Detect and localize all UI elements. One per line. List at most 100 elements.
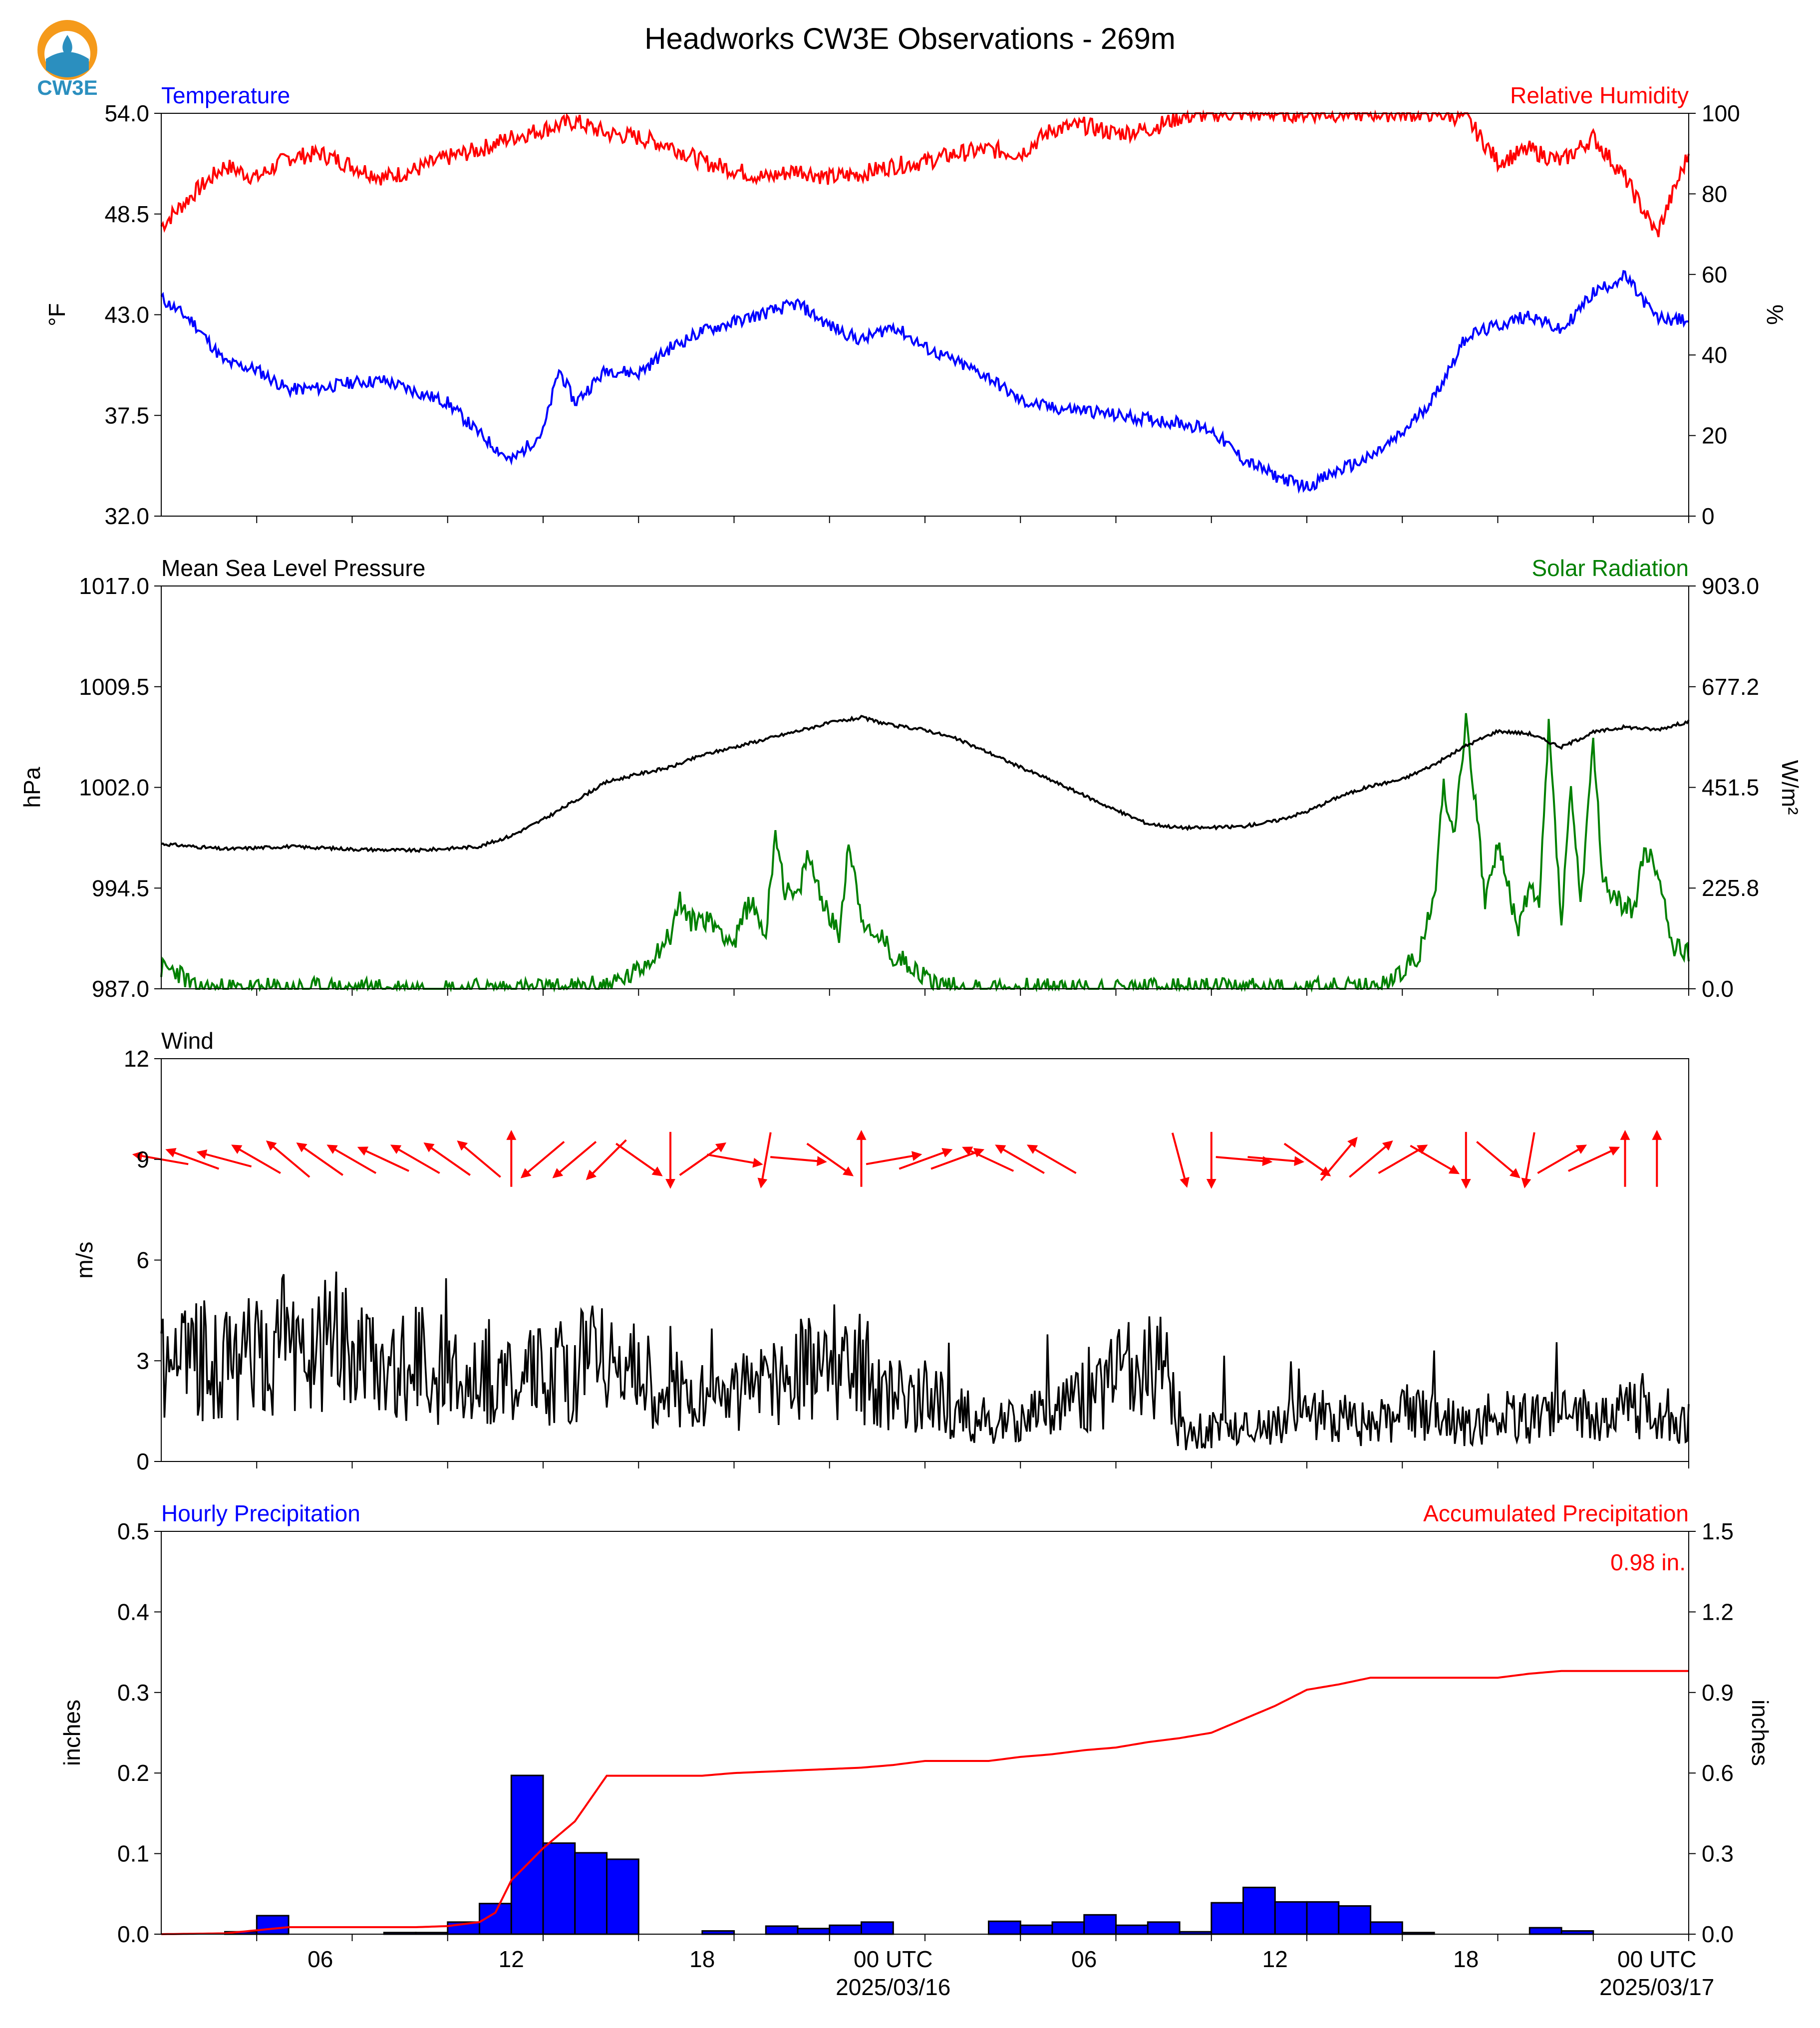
pres-ytick-label: 1017.0 [79, 573, 149, 599]
wind-arrow [757, 1132, 772, 1188]
wind-arrow [1521, 1132, 1535, 1188]
wind-arrow [1171, 1133, 1190, 1188]
precip-ytick-label: 0.2 [117, 1760, 149, 1786]
wind-arrow [899, 1148, 953, 1170]
accum-ylabel: inches [1747, 1700, 1773, 1766]
precip-bar [606, 1858, 639, 1935]
pres-panel-frame [161, 585, 1689, 989]
logo-wave-icon [46, 52, 89, 77]
wind-arrow [1349, 1140, 1393, 1178]
logo-drop-icon [62, 35, 72, 54]
x-tick-label: 06 [1071, 1946, 1097, 1972]
rh-ytick-label: 0 [1702, 503, 1715, 529]
precip-ytick-label: 0.5 [117, 1518, 149, 1544]
temp-ytick-label: 32.0 [104, 503, 149, 529]
wind-panel-frame [161, 1058, 1689, 1462]
accum-ytick-label: 0.0 [1702, 1921, 1734, 1947]
x-tick-label: 18 [689, 1946, 715, 1972]
x-tick-label: 00 UTC [1617, 1946, 1696, 1972]
solar-ytick-label: 0.0 [1702, 976, 1734, 1002]
precip-ytick-label: 0.4 [117, 1599, 149, 1625]
wind-arrow [520, 1141, 565, 1178]
cw3e-logo: CW3E [37, 20, 98, 99]
wind-arrow [866, 1151, 922, 1165]
wind-arrow [1247, 1156, 1304, 1166]
x-tick-label: 06 [307, 1946, 333, 1972]
precip-bar [1115, 1924, 1149, 1935]
solar-ytick-label: 451.5 [1702, 775, 1759, 801]
wind-ytick-label: 9 [136, 1147, 149, 1172]
precip-bar [1211, 1902, 1244, 1935]
pres-ytick-label: 1009.5 [79, 674, 149, 700]
x-tick-label: 18 [1453, 1946, 1479, 1972]
pres-ytick-label: 987.0 [92, 976, 149, 1002]
solar-ytick-label: 225.8 [1702, 875, 1759, 901]
precip-bar [574, 1852, 608, 1935]
wind-arrow [962, 1147, 1014, 1172]
humidity-line [160, 109, 1690, 238]
wind-ytick-label: 3 [136, 1348, 149, 1374]
wind-arrow [196, 1149, 252, 1167]
precip-bar [1019, 1924, 1053, 1935]
wind-arrow [1215, 1156, 1273, 1166]
precip-bar [861, 1921, 894, 1935]
x-tick-label: 00 UTC [854, 1946, 932, 1972]
precip-ylabel: inches [59, 1700, 85, 1766]
wind-arrow [457, 1140, 501, 1178]
solar-title: Solar Radiation [1531, 555, 1689, 581]
wind-arrow [679, 1142, 727, 1176]
precip-ytick-label: 0.3 [117, 1680, 149, 1706]
precip-bar [765, 1925, 799, 1935]
wind-arrow [806, 1143, 854, 1176]
x-date-label: 2025/03/17 [1599, 1974, 1714, 2000]
precip-bar [988, 1920, 1021, 1935]
accum-ytick-label: 0.3 [1702, 1841, 1734, 1867]
temp-ylabel: °F [44, 303, 70, 326]
accum-ytick-label: 0.9 [1702, 1680, 1734, 1706]
pressure-line [161, 715, 1690, 854]
solar-ylabel: W/m² [1777, 760, 1803, 815]
temp-panel-frame [161, 113, 1689, 517]
accum-ytick-label: 0.6 [1702, 1760, 1734, 1786]
precip-bar [1306, 1901, 1340, 1935]
wind-arrow [1026, 1145, 1077, 1174]
accum-ytick-label: 1.5 [1702, 1518, 1734, 1544]
humidity-title: Relative Humidity [1510, 82, 1689, 108]
wind-arrow [770, 1156, 827, 1166]
precip-bar [1274, 1901, 1308, 1935]
wind-arrow [1410, 1145, 1460, 1174]
wind-arrow [1476, 1141, 1520, 1178]
rh-ytick-label: 100 [1702, 100, 1740, 126]
wind-arrow [390, 1145, 440, 1174]
precip-ytick-label: 0.0 [117, 1921, 149, 1947]
pres-ytick-label: 1002.0 [79, 775, 149, 801]
precip-bar [510, 1774, 544, 1935]
wind-title: Wind [161, 1028, 214, 1054]
wind-ytick-label: 6 [136, 1247, 149, 1273]
precip-bar [1242, 1886, 1276, 1935]
pressure-ylabel: hPa [19, 767, 45, 808]
accum-ytick-label: 1.2 [1702, 1599, 1734, 1625]
wind-ytick-label: 0 [136, 1449, 149, 1474]
figure-title: Headworks CW3E Observations - 269m [644, 22, 1176, 55]
wind-arrow [995, 1145, 1045, 1174]
wind-arrow [165, 1148, 220, 1170]
wind-speed-line [160, 1271, 1690, 1450]
temp-ytick-label: 54.0 [104, 100, 149, 126]
wind-arrow [231, 1145, 281, 1174]
precip-bar [542, 1842, 576, 1935]
rh-ytick-label: 20 [1702, 423, 1727, 449]
x-tick-label: 12 [499, 1946, 524, 1972]
precip-ytick-label: 0.1 [117, 1841, 149, 1867]
hourly-precip-title: Hourly Precipitation [161, 1500, 360, 1526]
wind-arrow [266, 1140, 310, 1178]
precip-bar [1370, 1921, 1403, 1935]
temperature-title: Temperature [161, 82, 290, 108]
wind-arrow [357, 1147, 409, 1172]
precip-bar [1528, 1927, 1562, 1935]
panels-group: 32.037.543.048.554.0020406080100Temperat… [19, 82, 1803, 2000]
precip-panel-frame [161, 1531, 1689, 1935]
precip-bar [1147, 1921, 1181, 1935]
accum-precip-line [161, 1670, 1689, 1935]
accum-precip-title: Accumulated Precipitation [1423, 1500, 1689, 1526]
